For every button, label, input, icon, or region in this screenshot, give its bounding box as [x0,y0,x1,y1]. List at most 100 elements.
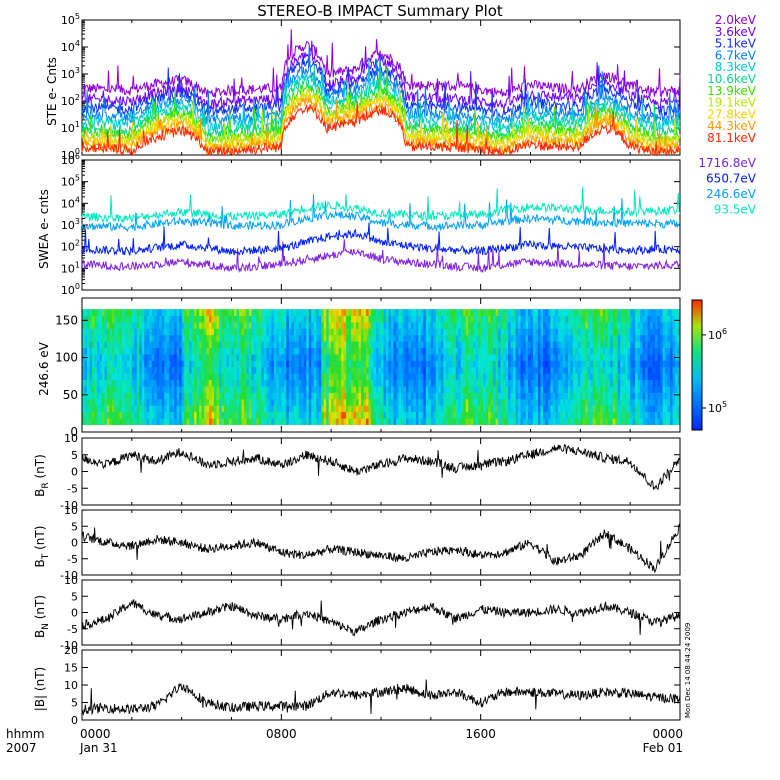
pad-heatmap-cell [557,373,561,381]
pad-heatmap-cell [540,347,544,355]
pad-heatmap-cell [448,315,452,323]
pad-heatmap-cell [630,373,634,381]
pad-heatmap-cell [106,354,110,361]
pad-heatmap-cell [400,328,404,336]
pad-heatmap-cell [670,418,673,425]
pad-heatmap-cell [151,341,155,349]
pad-heatmap-cell [266,398,270,406]
pad-heatmap-cell [550,418,554,425]
pad-heatmap-cell [221,405,225,413]
pad-heatmap-cell [91,398,95,406]
pad-heatmap-cell [460,347,464,355]
pad-heatmap-cell [595,411,599,419]
pad-heatmap-cell [440,341,444,349]
pad-heatmap-cell [537,373,541,381]
pad-heatmap-cell [445,334,449,342]
pad-heatmap-cell [214,341,217,349]
pad-heatmap-cell [438,341,442,349]
pad-heatmap-cell [214,309,217,316]
pad-heatmap-cell [595,321,599,329]
pad-heatmap-cell [440,373,444,381]
pad-heatmap-cell [433,309,437,316]
pad-heatmap-cell [438,398,442,406]
pad-heatmap-cell [169,347,173,355]
pad-heatmap-cell [378,347,382,355]
pad-heatmap-cell [298,360,302,368]
pad-heatmap-cell [286,341,290,349]
pad-heatmap-cell [610,315,614,323]
pad-heatmap-cell [602,398,606,406]
pad-heatmap-cell [383,398,387,406]
pad-heatmap-cell [233,360,237,368]
pad-heatmap-cell [465,405,469,413]
pad-heatmap-cell [597,379,601,387]
pad-heatmap-cell [336,411,340,419]
pad-heatmap-cell [453,366,457,374]
pad-heatmap-cell [313,366,317,374]
pad-heatmap-cell [415,328,419,336]
pad-heatmap-cell [625,379,629,387]
pad-heatmap-cell [443,321,447,329]
pad-heatmap-cell [428,334,432,342]
pad-heatmap-cell [211,366,215,374]
pad-heatmap-cell [356,347,359,355]
pad-heatmap-cell [176,321,180,329]
pad-heatmap-cell [463,379,467,387]
pad-heatmap-cell [415,398,419,406]
pad-heatmap-cell [356,411,359,419]
pad-heatmap-cell [371,392,374,400]
pad-heatmap-cell [550,309,554,316]
pad-heatmap-cell [460,354,464,361]
pad-heatmap-cell [321,321,325,329]
pad-heatmap-cell [580,373,584,381]
pad-heatmap-cell [557,341,561,349]
pad-heatmap-cell [488,379,492,387]
pad-heatmap-cell [518,347,521,355]
pad-heatmap-cell [408,411,412,419]
pad-heatmap-cell [376,386,379,393]
pad-heatmap-cell [129,347,133,355]
pad-heatmap-cell [184,309,188,316]
pad-heatmap-cell [537,309,541,316]
pad-heatmap-cell [196,321,200,329]
pad-heatmap-cell [201,392,205,400]
pad-heatmap-cell [271,373,275,381]
pad-heatmap-cell [131,373,135,381]
pad-heatmap-cell [281,366,285,374]
pad-heatmap-cell [266,347,270,355]
pad-heatmap-cell [321,315,325,323]
ste-legend-item: 6.7keV [715,48,757,62]
pad-heatmap-cell [238,373,242,381]
pad-heatmap-cell [575,418,579,425]
pad-heatmap-cell [176,379,180,387]
pad-heatmap-cell [557,309,561,316]
pad-heatmap-cell [316,315,320,323]
pad-heatmap-cell [281,321,285,329]
pad-heatmap-cell [532,366,536,374]
pad-heatmap-cell [465,386,469,393]
pad-heatmap-cell [184,360,188,368]
pad-heatmap-cell [645,373,649,381]
pad-heatmap-cell [550,347,554,355]
pad-heatmap-cell [356,354,359,361]
pad-heatmap-cell [385,405,389,413]
pad-heatmap-cell [209,379,212,387]
pad-heatmap-cell [532,379,536,387]
pad-heatmap-cell [256,379,260,387]
pad-heatmap-cell [251,398,255,406]
pad-heatmap-cell [378,373,382,381]
pad-heatmap-cell [637,328,641,336]
pad-heatmap-cell [191,392,195,400]
pad-heatmap-cell [425,347,429,355]
pad-heatmap-cell [288,315,292,323]
pad-heatmap-cell [460,366,464,374]
pad-heatmap-cell [637,354,641,361]
pad-heatmap-cell [86,309,90,316]
pad-heatmap-cell [308,411,312,419]
pad-heatmap-cell [114,315,118,323]
pad-heatmap-cell [580,328,584,336]
pad-heatmap-cell [423,341,427,349]
pad-heatmap-cell [400,321,404,329]
pad-heatmap-cell [139,398,143,406]
pad-heatmap-cell [622,360,626,368]
